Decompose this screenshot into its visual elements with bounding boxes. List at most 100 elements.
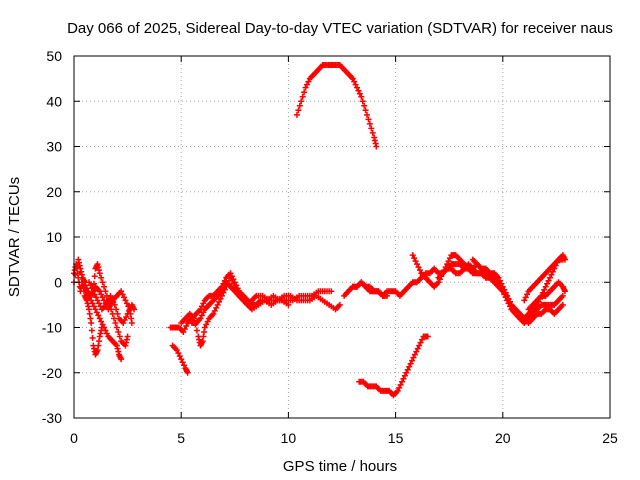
data-point	[352, 81, 359, 88]
data-point	[72, 271, 79, 278]
series-arc-10	[293, 62, 380, 150]
y-tick-label: 30	[46, 139, 62, 155]
data-point	[108, 300, 115, 307]
data-point	[415, 264, 422, 271]
data-point	[213, 304, 220, 311]
data-point	[121, 316, 128, 323]
data-point	[87, 282, 94, 289]
data-point	[406, 363, 413, 370]
data-point	[96, 288, 103, 295]
data-point	[101, 324, 108, 331]
data-point	[227, 274, 234, 281]
data-point	[118, 356, 125, 363]
series-arc-8	[178, 274, 343, 349]
data-point	[106, 303, 113, 310]
data-point	[203, 321, 210, 328]
data-point	[368, 125, 375, 132]
y-tick-label: 40	[46, 93, 62, 109]
x-tick-label: 0	[70, 430, 78, 446]
data-marks	[71, 62, 568, 399]
series-arc-17	[521, 252, 568, 304]
x-axis-label: GPS time / hours	[283, 458, 397, 475]
data-point	[404, 366, 411, 373]
data-point	[95, 312, 102, 319]
data-point	[99, 294, 106, 301]
data-point	[397, 381, 404, 388]
data-point	[498, 280, 505, 287]
data-point	[93, 294, 100, 301]
data-point	[296, 102, 303, 109]
data-point	[522, 294, 529, 301]
data-point	[419, 336, 426, 343]
data-point	[220, 285, 227, 292]
data-point	[303, 81, 310, 88]
data-point	[120, 319, 127, 326]
y-tick-label: 10	[46, 229, 62, 245]
data-point	[413, 348, 420, 355]
data-point	[118, 288, 125, 295]
data-point	[546, 274, 553, 281]
data-point	[396, 384, 403, 391]
data-point	[193, 327, 200, 334]
data-point	[103, 330, 110, 337]
data-point	[96, 315, 103, 322]
data-point	[409, 252, 416, 259]
data-point	[91, 303, 98, 310]
data-point	[216, 298, 223, 305]
data-point	[548, 271, 555, 278]
data-point	[561, 288, 568, 295]
data-point	[112, 319, 119, 326]
data-point	[424, 333, 431, 340]
data-point	[356, 90, 363, 97]
data-point	[410, 354, 417, 361]
data-point	[228, 277, 235, 284]
data-point	[373, 143, 380, 150]
data-point	[351, 78, 358, 85]
data-point	[230, 280, 237, 287]
x-tick-label: 20	[495, 430, 511, 446]
data-point	[411, 255, 418, 262]
data-point	[89, 300, 96, 307]
chart-title: Day 066 of 2025, Sidereal Day-to-day VTE…	[67, 20, 613, 37]
data-point	[86, 279, 93, 286]
data-point	[93, 309, 100, 316]
data-point	[128, 319, 135, 326]
data-point	[121, 294, 128, 301]
data-point	[364, 111, 371, 118]
data-point	[355, 87, 362, 94]
data-point	[399, 378, 406, 385]
data-point	[446, 255, 453, 262]
data-point	[506, 298, 513, 305]
data-point	[561, 256, 568, 263]
data-point	[559, 292, 566, 299]
data-point	[181, 326, 188, 333]
data-point	[111, 315, 118, 322]
data-point	[83, 286, 90, 293]
data-point	[101, 283, 108, 290]
data-point	[125, 303, 132, 310]
data-point	[99, 279, 106, 286]
data-point	[301, 89, 308, 96]
data-point	[541, 286, 548, 293]
series-arc-12	[349, 279, 391, 299]
data-point	[542, 283, 549, 290]
series-arc-7	[169, 342, 191, 376]
data-point	[198, 312, 205, 319]
data-point	[173, 347, 180, 354]
data-point	[114, 310, 121, 317]
data-point	[89, 335, 96, 342]
x-tick-label: 25	[602, 430, 618, 446]
data-point	[88, 292, 95, 299]
data-point	[178, 356, 185, 363]
y-tick-label: 50	[46, 48, 62, 64]
series-arc-18	[525, 279, 568, 313]
axis-ticks: 0 5 10 15 20 25 -30 -20 -10 0 10 20 30 40 50	[42, 48, 618, 446]
data-point	[524, 291, 531, 298]
data-point	[299, 93, 306, 100]
data-point	[358, 93, 365, 100]
data-point	[502, 289, 509, 296]
data-point	[544, 280, 551, 287]
data-point	[210, 310, 217, 317]
data-point	[417, 339, 424, 346]
data-point	[183, 322, 190, 329]
